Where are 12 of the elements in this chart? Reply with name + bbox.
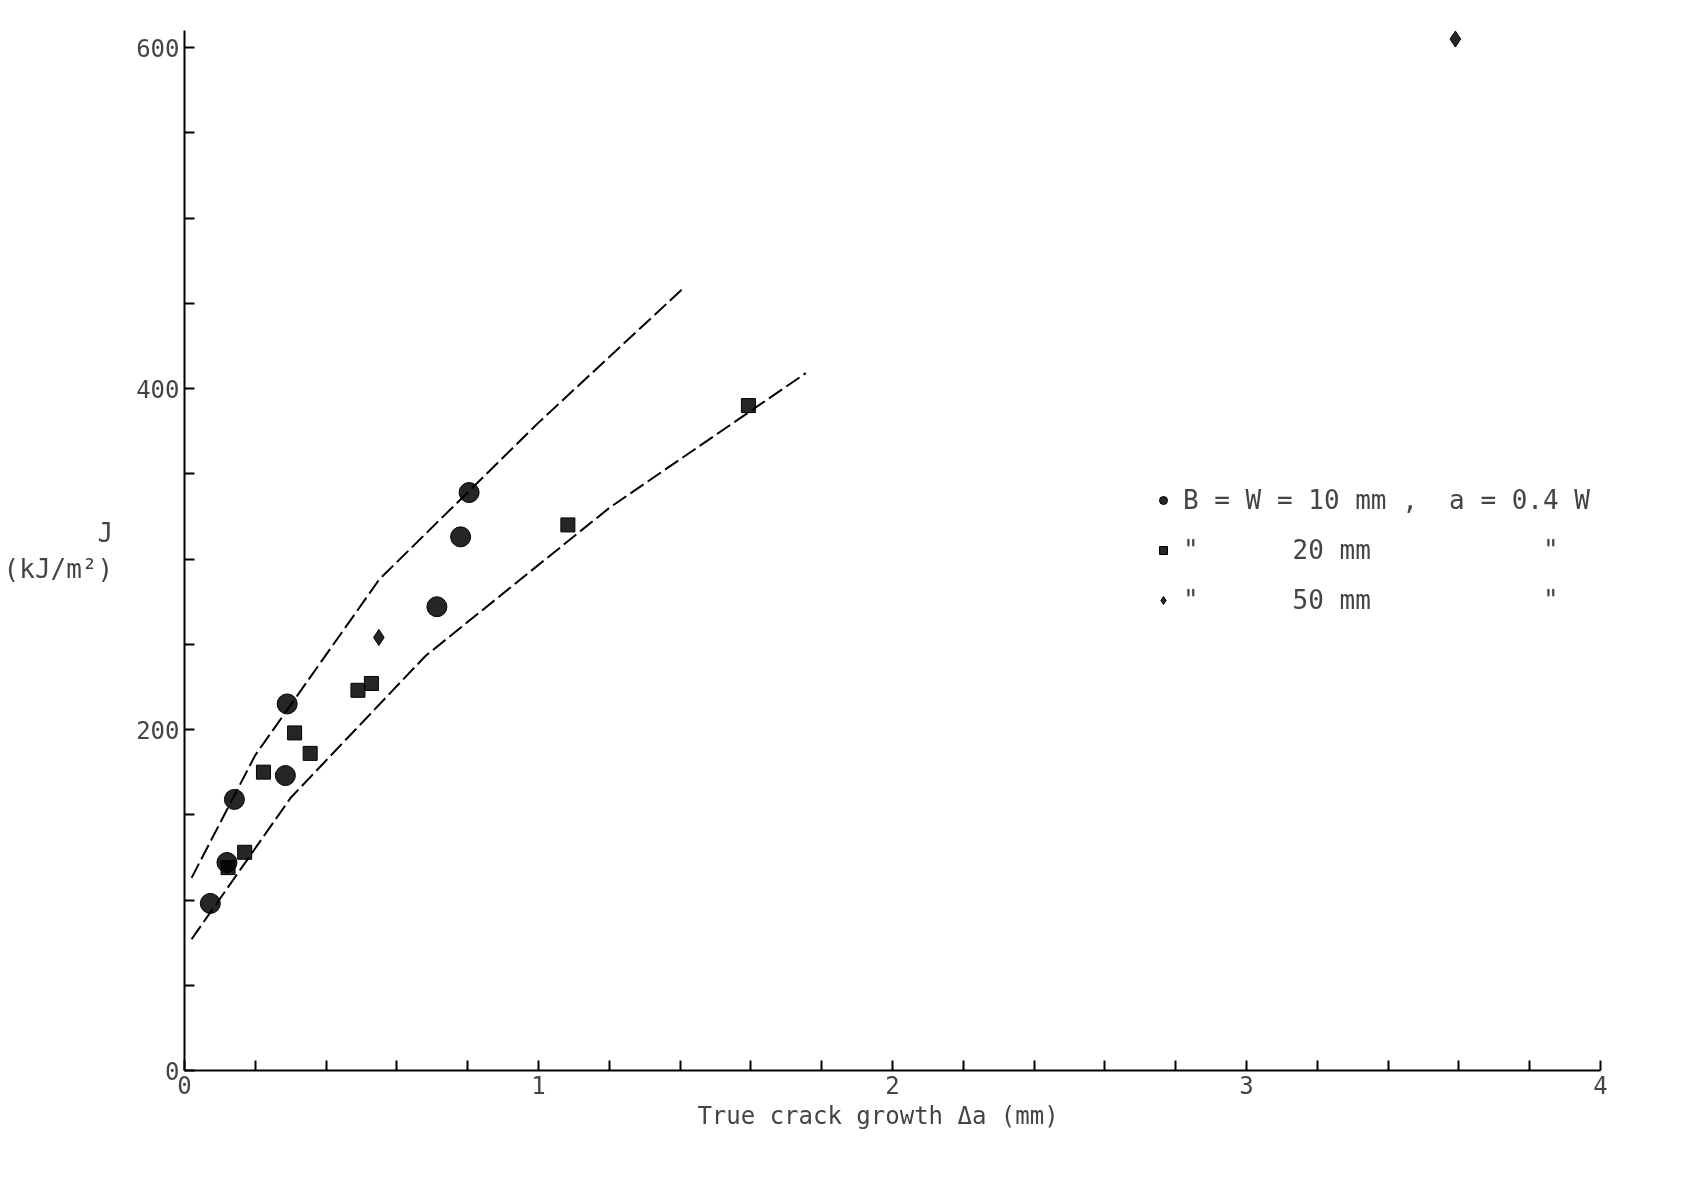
legend-label: " 50 mm " (1183, 585, 1559, 615)
y-tick-label: 200 (136, 716, 180, 745)
x-tick-label: 3 (1239, 1071, 1254, 1100)
x-tick-label: 1 (531, 1071, 546, 1100)
x-axis-title: True crack growth Δa (mm) (697, 1101, 1059, 1130)
y-axis-title: J (kJ/m²) (3, 517, 114, 584)
legend-label: " 20 mm " (1183, 535, 1559, 565)
y-tick-label: 400 (136, 375, 180, 404)
x-tick-label: 4 (1593, 1071, 1608, 1100)
x-tick-label: 2 (885, 1071, 900, 1100)
legend-label: B = W = 10 mm , a = 0.4 W (1183, 485, 1590, 515)
y-tick-label: 600 (136, 34, 180, 63)
